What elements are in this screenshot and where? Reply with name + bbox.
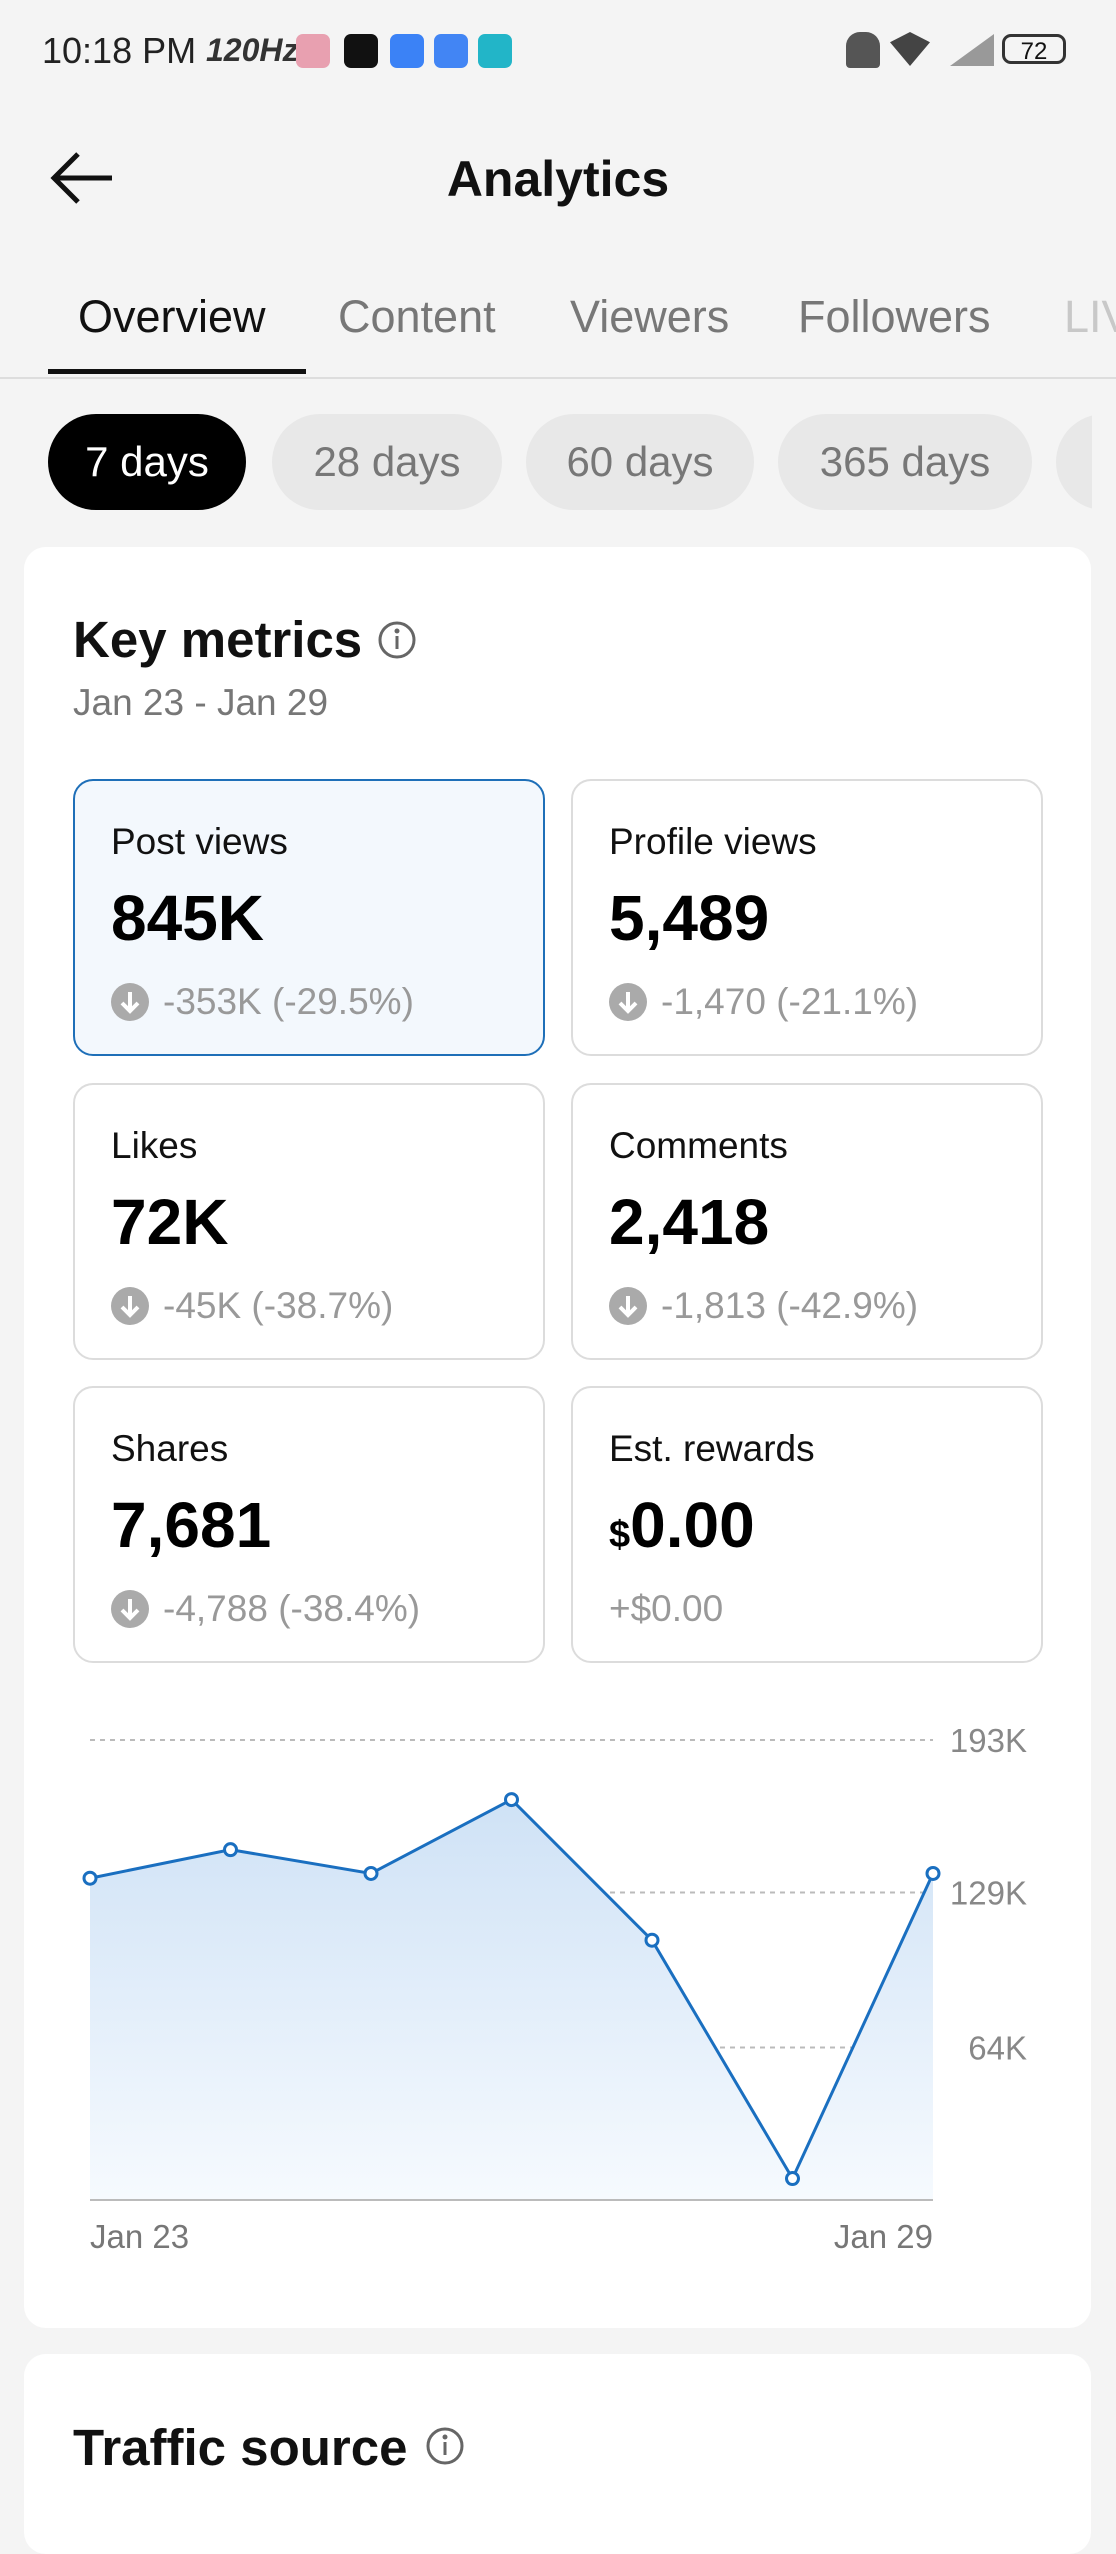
value: 7,681 [111,1489,272,1561]
point [363,1865,379,1881]
point [223,1842,238,1858]
down-icon [609,1287,647,1325]
tab[interactable]: Content [338,291,496,342]
period-selector: 7 days 28 days 60 days 365 days [0,414,1092,510]
change-text: -1,813 (-42.9%) [661,1285,919,1326]
metric-change: -45K (-38.7%) [111,1285,393,1327]
app-icon [434,34,468,68]
value: 0.00 [630,1489,755,1561]
section-title: Traffic source [73,2419,408,2476]
period-pill[interactable]: 60 days [526,414,754,510]
status-bar: 10:18 PM 120Hz 72 [0,0,1116,100]
app-icon [344,34,378,68]
tab-indicator [48,369,306,374]
mute-icon [846,32,880,68]
chart: 64K 129K 193K Jan 23 Jan 29 [82,1722,1027,2255]
metric-label: Shares [111,1428,229,1469]
value: 5,489 [609,882,770,954]
value: 845K [111,882,264,954]
period-pill[interactable]: 28 days [272,414,502,510]
tab[interactable]: Viewers [570,291,730,342]
y-tick-label: 193K [950,1722,1027,1759]
app-icon [478,34,512,68]
metric-label: Profile views [609,821,817,862]
date-range: Jan 23 - Jan 29 [73,682,329,723]
metric-change: -4,788 (-38.4%) [111,1588,420,1630]
down-icon [609,983,647,1021]
x-tick-label: Jan 23 [90,2218,189,2255]
change-text: -1,470 (-21.1%) [661,981,919,1022]
metric-value: 5,489 [609,881,769,955]
app-icon [390,34,424,68]
metric-label: Likes [111,1125,198,1166]
metric-change: +$0.00 [609,1588,723,1630]
metric-card[interactable]: Post views 845K -353K (-29.5%) [73,779,545,1056]
point [504,1792,519,1808]
battery: 72 [1002,34,1066,65]
back-button[interactable] [48,148,118,208]
change-text: -353K (-29.5%) [163,981,414,1022]
period-pill[interactable]: 365 days [778,414,1032,510]
metric-value: 2,418 [609,1185,769,1259]
y-tick-label: 129K [950,1875,1027,1912]
value: 2,418 [609,1186,770,1258]
metric-value: 845K [111,881,264,955]
down-icon [111,1287,149,1325]
section-title: Key metrics [73,611,363,668]
metric-label: Comments [609,1125,788,1166]
change-text: +$0.00 [609,1588,724,1629]
metric-value: $0.00 [609,1488,755,1562]
page-title: Analytics [446,151,670,207]
app-icon [296,34,330,68]
back-arrow [50,152,112,204]
point [82,1870,98,1886]
metric-card[interactable]: Est. rewards $0.00 +$0.00 [571,1386,1043,1663]
clock: 10:18 PM [42,30,197,71]
tab-bar: Overview Content Viewers Followers LIVE [0,285,1116,379]
metric-card[interactable]: Likes 72K -45K (-38.7%) [73,1083,545,1360]
y-tick-label: 64K [968,2029,1027,2066]
down-icon [111,1590,149,1628]
metric-change: -1,470 (-21.1%) [609,981,918,1023]
tab[interactable]: LIVE [1064,291,1116,342]
metric-change: -353K (-29.5%) [111,981,414,1023]
currency: $ [609,1514,631,1556]
area [90,1799,933,2200]
period-pill[interactable]: 7 days [48,414,246,510]
metric-change: -1,813 (-42.9%) [609,1285,918,1327]
metric-label: Post views [111,821,288,862]
metric-card[interactable]: Comments 2,418 -1,813 (-42.9%) [571,1083,1043,1360]
point [925,1865,941,1881]
point [644,1932,660,1948]
down-icon [111,983,149,1021]
value: 72K [111,1186,229,1258]
info-icon[interactable] [424,2425,466,2467]
metric-card[interactable]: Shares 7,681 -4,788 (-38.4%) [73,1386,545,1663]
x-tick-label: Jan 29 [834,2218,933,2255]
point [785,2171,800,2187]
tab[interactable]: Overview [78,291,266,342]
info-icon[interactable] [376,619,418,661]
refresh-rate: 120Hz [206,32,299,68]
change-text: -4,788 (-38.4%) [163,1588,421,1629]
metric-card[interactable]: Profile views 5,489 -1,470 (-21.1%) [571,779,1043,1056]
metric-value: 7,681 [111,1488,271,1562]
change-text: -45K (-38.7%) [163,1285,394,1326]
metric-label: Est. rewards [609,1428,815,1469]
metric-value: 72K [111,1185,228,1259]
tab[interactable]: Followers [798,291,991,342]
